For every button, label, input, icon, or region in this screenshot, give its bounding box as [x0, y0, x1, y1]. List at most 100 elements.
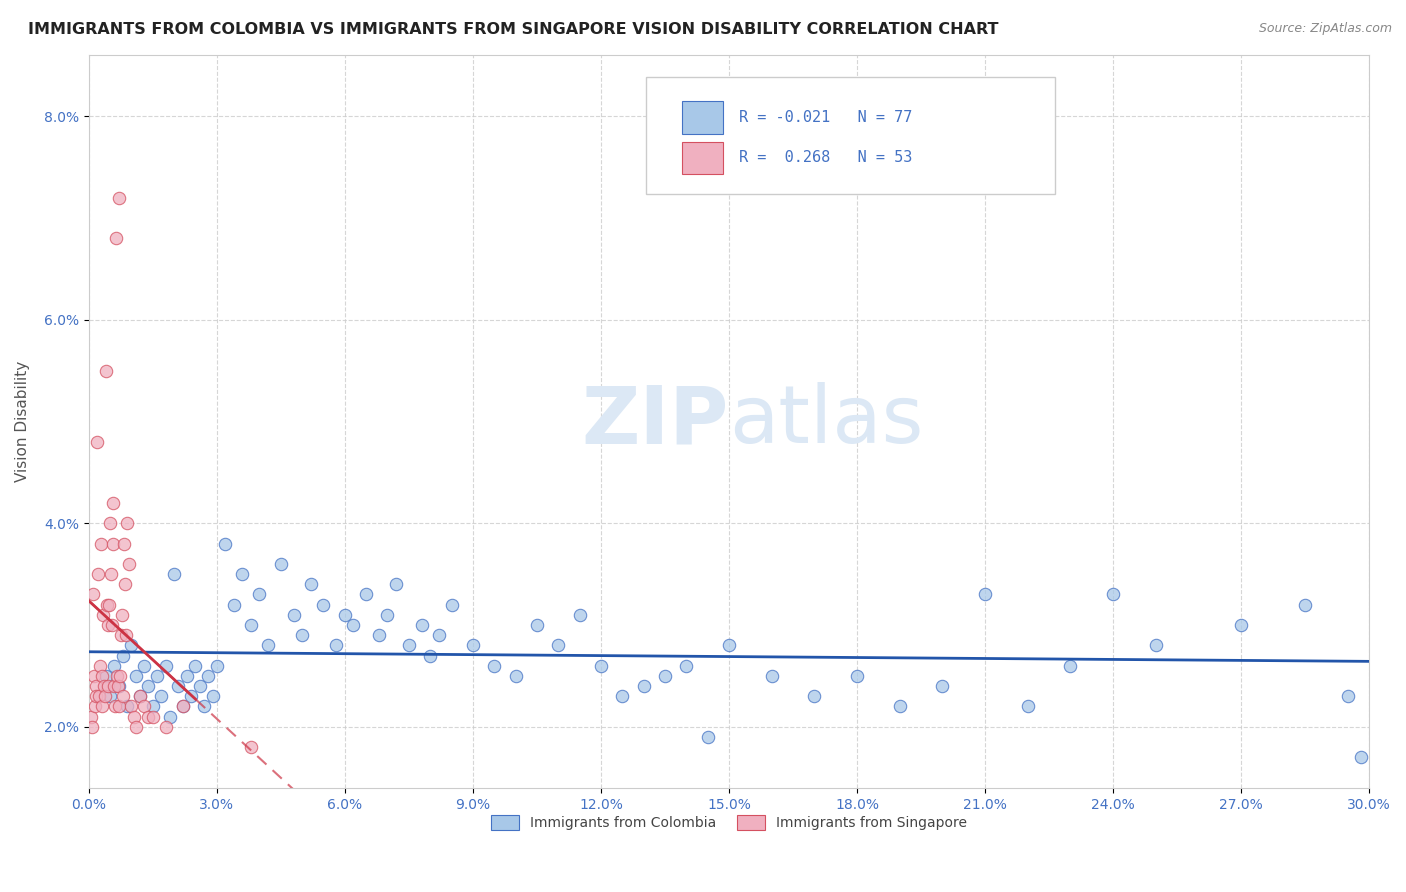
Point	[1144, 639, 1167, 653]
Point	[107, 191, 129, 205]
Point	[589, 658, 612, 673]
Point	[112, 536, 135, 550]
Point	[1294, 598, 1316, 612]
Point	[155, 658, 177, 673]
Text: IMMIGRANTS FROM COLOMBIA VS IMMIGRANTS FROM SINGAPORE VISION DISABILITY CORRELAT: IMMIGRANTS FROM COLOMBIA VS IMMIGRANTS F…	[28, 22, 998, 37]
Y-axis label: Vision Disability: Vision Disability	[15, 361, 30, 482]
Text: R = -0.021   N = 77: R = -0.021 N = 77	[740, 110, 912, 125]
Point	[86, 434, 108, 449]
Point	[115, 628, 138, 642]
Point	[675, 658, 697, 673]
Point	[312, 598, 335, 612]
Point	[94, 690, 117, 704]
Point	[125, 720, 148, 734]
Point	[90, 699, 112, 714]
Point	[155, 720, 177, 734]
Point	[257, 639, 280, 653]
Point	[176, 669, 198, 683]
Legend: Immigrants from Colombia, Immigrants from Singapore: Immigrants from Colombia, Immigrants fro…	[485, 810, 973, 836]
Point	[87, 690, 110, 704]
Point	[105, 669, 128, 683]
Point	[129, 690, 152, 704]
Point	[342, 618, 364, 632]
Point	[239, 618, 262, 632]
Point	[103, 658, 125, 673]
Point	[568, 607, 591, 622]
Point	[1059, 658, 1081, 673]
Point	[159, 709, 181, 723]
Point	[98, 516, 121, 531]
Point	[89, 658, 111, 673]
Point	[103, 679, 125, 693]
FancyBboxPatch shape	[682, 102, 723, 134]
Point	[717, 639, 740, 653]
Point	[231, 567, 253, 582]
Point	[134, 699, 156, 714]
Point	[325, 639, 347, 653]
Point	[115, 516, 138, 531]
Point	[205, 658, 228, 673]
Point	[239, 740, 262, 755]
Point	[889, 699, 911, 714]
Point	[461, 639, 484, 653]
Point	[172, 699, 194, 714]
Point	[94, 363, 117, 377]
Point	[90, 536, 112, 550]
Point	[427, 628, 450, 642]
Point	[368, 628, 391, 642]
Point	[184, 658, 207, 673]
Point	[96, 679, 118, 693]
Point	[974, 587, 997, 601]
Point	[111, 690, 134, 704]
Point	[291, 628, 314, 642]
Point	[1017, 699, 1039, 714]
Point	[103, 536, 125, 550]
Point	[82, 720, 104, 734]
Point	[547, 639, 569, 653]
Point	[122, 709, 145, 723]
Point	[120, 639, 142, 653]
Point	[97, 618, 120, 632]
Point	[104, 699, 127, 714]
Point	[526, 618, 548, 632]
Point	[1350, 750, 1372, 764]
Point	[440, 598, 463, 612]
Point	[146, 669, 169, 683]
Text: ZIP: ZIP	[582, 383, 728, 460]
Point	[83, 669, 105, 683]
Point	[134, 658, 156, 673]
Point	[110, 628, 132, 642]
Point	[249, 587, 271, 601]
Point	[411, 618, 433, 632]
Point	[125, 669, 148, 683]
Point	[167, 679, 190, 693]
Point	[482, 658, 505, 673]
Point	[111, 648, 134, 663]
Point	[108, 699, 131, 714]
Point	[377, 607, 399, 622]
Point	[129, 690, 152, 704]
Point	[419, 648, 441, 663]
Point	[333, 607, 356, 622]
Point	[101, 496, 124, 510]
Point	[654, 669, 676, 683]
Point	[142, 699, 165, 714]
Point	[138, 709, 160, 723]
Point	[80, 709, 103, 723]
Point	[188, 679, 211, 693]
FancyBboxPatch shape	[645, 77, 1056, 194]
Point	[398, 639, 420, 653]
Point	[107, 679, 129, 693]
Point	[846, 669, 869, 683]
Point	[505, 669, 527, 683]
Point	[1102, 587, 1125, 601]
Point	[107, 679, 129, 693]
Point	[96, 598, 118, 612]
Point	[86, 690, 108, 704]
Point	[197, 669, 219, 683]
Point	[82, 587, 104, 601]
Point	[84, 679, 107, 693]
Point	[163, 567, 186, 582]
Point	[105, 231, 128, 245]
Point	[150, 690, 173, 704]
